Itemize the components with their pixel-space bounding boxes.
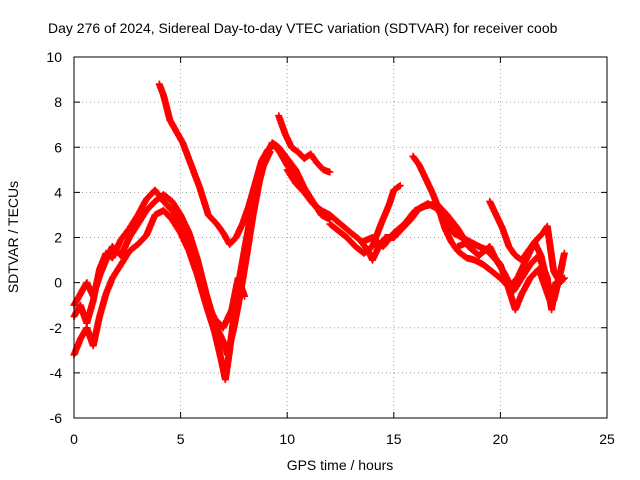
x-tick-label: 5 [177,431,185,447]
series-markers [454,238,566,314]
y-tick-label: 8 [54,94,62,110]
grid [74,57,607,418]
y-tick-label: 10 [46,49,62,65]
y-tick-label: -4 [50,365,63,381]
y-tick-label: 2 [54,230,62,246]
series-track-7 [326,182,404,257]
x-tick-label: 0 [70,431,78,447]
series-track-3 [70,186,249,332]
y-tick-label: 0 [54,275,62,291]
x-tick-label: 10 [279,431,295,447]
y-tick-label: -2 [50,320,63,336]
x-axis-label: GPS time / hours [287,457,394,473]
x-tick-label: 15 [386,431,402,447]
series-markers [70,186,249,332]
series-markers [155,80,304,248]
data-series [70,80,568,384]
y-tick-label: -6 [50,410,63,426]
axis-ticks: 0 5 10 15 20 25 -6 -4 -2 0 2 4 6 8 10 [46,49,615,447]
plot-frame [73,56,608,419]
series-markers [326,182,404,257]
series-markers [275,112,334,176]
y-axis-label: SDTVAR / TECUs [5,181,21,293]
x-tick-label: 20 [493,431,509,447]
series-track-4 [155,80,304,248]
x-tick-label: 25 [599,431,615,447]
y-tick-label: 6 [54,139,62,155]
chart-title: Day 276 of 2024, Sidereal Day-to-day VTE… [48,20,558,36]
series-track-11 [454,238,566,314]
series-track-5 [275,112,334,176]
y-tick-label: 4 [54,184,62,200]
